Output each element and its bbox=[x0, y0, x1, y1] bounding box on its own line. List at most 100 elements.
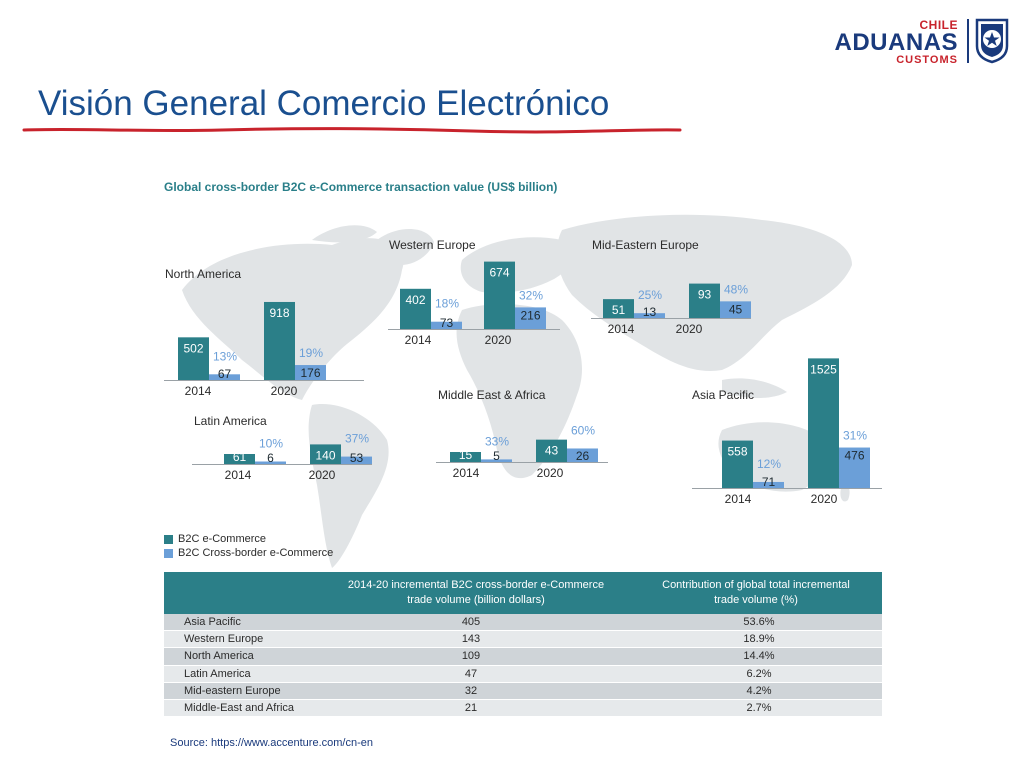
share-label: 10% bbox=[259, 437, 283, 451]
value-label-b2c: 51 bbox=[612, 303, 626, 317]
cell-volume: 109 bbox=[461, 650, 481, 663]
incremental-volume-table: 2014-20 incremental B2C cross-border e-C… bbox=[164, 572, 882, 718]
value-label-cross-border: 176 bbox=[300, 366, 320, 380]
bar-cross-border bbox=[753, 481, 784, 488]
bar-cross-border bbox=[567, 448, 598, 462]
value-label-cross-border: 13 bbox=[643, 305, 657, 319]
year-label: 2014 bbox=[608, 322, 635, 336]
cell-contribution: 4.2% bbox=[746, 684, 772, 697]
bar-b2c bbox=[536, 439, 567, 462]
year-label: 2014 bbox=[405, 333, 432, 347]
region-name: Asia Pacific bbox=[692, 388, 755, 402]
region-name: Western Europe bbox=[389, 238, 476, 252]
table-row: Western Europe 143 18.9% bbox=[164, 631, 882, 649]
region-name: North America bbox=[165, 267, 242, 281]
bar-b2c bbox=[310, 444, 341, 464]
logo-line-aduanas: ADUANAS bbox=[834, 29, 958, 56]
header-line: Contribution of global total incremental bbox=[662, 579, 850, 591]
share-label: 19% bbox=[299, 346, 323, 360]
value-label-b2c: 15 bbox=[459, 448, 473, 462]
legend-swatch bbox=[164, 548, 173, 558]
share-label: 13% bbox=[213, 349, 237, 363]
value-label-cross-border: 5 bbox=[493, 449, 500, 463]
year-label: 2020 bbox=[485, 333, 512, 347]
cell-volume: 32 bbox=[464, 684, 478, 697]
region-western-europe: Western Europe 402 73 18% 2014 674 216 32% 2020 bbox=[388, 236, 568, 356]
bar-b2c bbox=[224, 454, 255, 464]
logo-line-chile: CHILE bbox=[919, 18, 958, 32]
region-name: Latin America bbox=[194, 414, 267, 428]
bar-cross-border bbox=[634, 313, 665, 318]
cell-volume: 405 bbox=[461, 616, 481, 628]
bar-b2c bbox=[450, 452, 481, 462]
bar-b2c bbox=[722, 440, 753, 488]
share-label: 48% bbox=[724, 282, 748, 296]
value-label-cross-border: 71 bbox=[762, 475, 776, 489]
region-latin-america: Latin America 61 6 10% 2014 140 53 37% 2020 bbox=[192, 412, 382, 492]
cell-volume: 47 bbox=[464, 667, 478, 680]
column-header-contribution: Contribution of global total incremental… bbox=[646, 578, 866, 608]
bar-cross-border bbox=[255, 461, 286, 464]
value-label-b2c: 1525 bbox=[810, 362, 837, 376]
region-bars: 402 73 18% 2014 674 216 32% 2020 bbox=[388, 261, 560, 347]
region-bars: 15 533% 2014 43 26 60% 2020 bbox=[436, 423, 608, 480]
bar-cross-border bbox=[515, 307, 546, 329]
chart-title: Global cross-border B2C e-Commerce trans… bbox=[164, 180, 558, 194]
year-label: 2014 bbox=[453, 466, 480, 480]
aduanas-logo: CHILE ADUANAS CUSTOMS bbox=[834, 16, 1012, 68]
share-label: 60% bbox=[571, 423, 595, 437]
bar-b2c bbox=[689, 283, 720, 318]
year-label: 2020 bbox=[537, 466, 564, 480]
value-label-cross-border: 67 bbox=[218, 367, 232, 381]
cell-volume: 143 bbox=[461, 633, 481, 646]
value-label-b2c: 674 bbox=[489, 266, 509, 280]
bar-b2c bbox=[178, 337, 209, 380]
share-label: 12% bbox=[757, 457, 781, 471]
bar-b2c bbox=[264, 301, 295, 380]
legend-item-cross-border: B2C Cross-border e-Commerce bbox=[164, 546, 333, 560]
value-label-cross-border: 53 bbox=[350, 451, 364, 465]
region-bars: 502 67 13% 2014 918 176 19% 2020 bbox=[164, 301, 364, 398]
region-bars: 51 13 25% 2014 93 45 48% 2020 bbox=[591, 282, 751, 336]
cell-volume: 21 bbox=[464, 701, 478, 714]
share-label: 31% bbox=[843, 429, 867, 443]
logo-divider bbox=[967, 19, 969, 63]
value-label-b2c: 43 bbox=[545, 444, 559, 458]
year-label: 2020 bbox=[676, 322, 703, 336]
infographic: Global cross-border B2C e-Commerce trans… bbox=[162, 170, 887, 718]
bar-b2c bbox=[400, 288, 431, 329]
region-name: Middle East & Africa bbox=[438, 388, 546, 402]
value-label-cross-border: 476 bbox=[844, 449, 864, 463]
table-row: North America 109 14.4% bbox=[164, 648, 882, 666]
bar-b2c bbox=[484, 261, 515, 329]
region-bars: 61 610% 2014 140 53 37% 2020 bbox=[192, 432, 372, 482]
share-label: 37% bbox=[345, 432, 369, 446]
value-label-b2c: 61 bbox=[233, 450, 247, 464]
region-asia-pacific: Asia Pacific 558 71 12% 2014 1525 476 31% 2020 bbox=[692, 358, 887, 506]
year-label: 2020 bbox=[309, 468, 336, 482]
value-label-b2c: 502 bbox=[183, 341, 203, 355]
header-line: trade volume (%) bbox=[714, 594, 798, 606]
bar-cross-border bbox=[720, 301, 751, 318]
cell-region: North America bbox=[184, 650, 254, 663]
bar-b2c bbox=[808, 358, 839, 488]
bar-cross-border bbox=[341, 456, 372, 464]
bar-b2c bbox=[603, 299, 634, 318]
table-header: 2014-20 incremental B2C cross-border e-C… bbox=[164, 572, 882, 614]
legend-label: B2C Cross-border e-Commerce bbox=[178, 547, 334, 559]
column-header-volume: 2014-20 incremental B2C cross-border e-C… bbox=[336, 578, 616, 608]
value-label-cross-border: 6 bbox=[267, 451, 274, 465]
share-label: 32% bbox=[519, 288, 543, 302]
region-name: Mid-Eastern Europe bbox=[592, 238, 699, 252]
year-label: 2020 bbox=[811, 492, 838, 506]
cell-region: Western Europe bbox=[184, 633, 264, 646]
table-row: Mid-eastern Europe 32 4.2% bbox=[164, 682, 882, 700]
bar-cross-border bbox=[295, 365, 326, 380]
legend-swatch bbox=[164, 534, 173, 544]
bar-cross-border bbox=[431, 321, 462, 329]
share-label: 33% bbox=[485, 434, 509, 448]
value-label-cross-border: 45 bbox=[729, 302, 743, 316]
bar-cross-border bbox=[839, 447, 870, 488]
value-label-cross-border: 216 bbox=[520, 308, 540, 322]
value-label-b2c: 93 bbox=[698, 288, 712, 302]
